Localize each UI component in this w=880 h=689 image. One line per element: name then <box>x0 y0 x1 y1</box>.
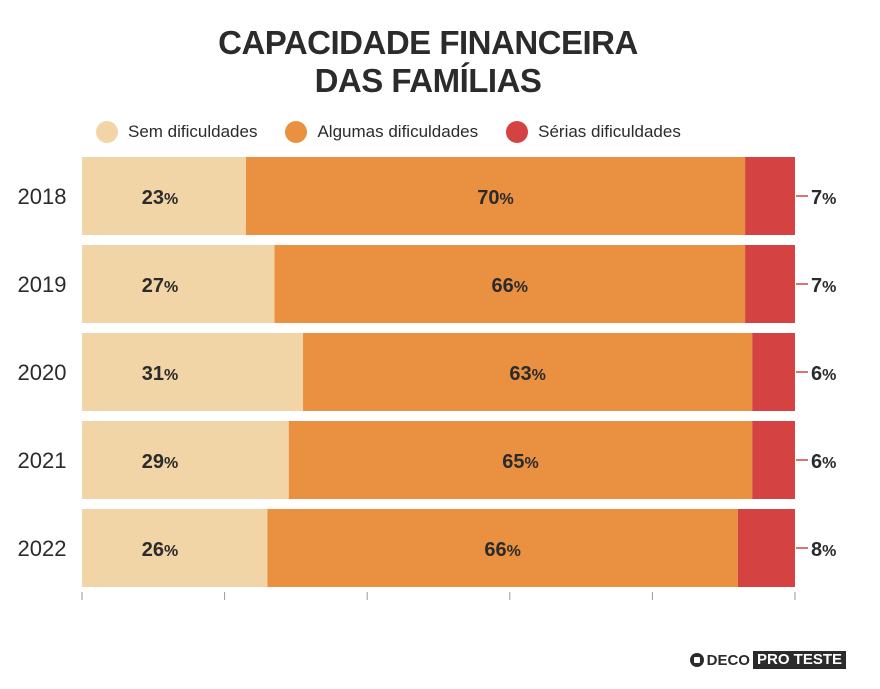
bar-2019-series-2 <box>745 245 795 323</box>
bar-2021-series-1 <box>288 421 753 499</box>
year-label-2020: 2020 <box>18 360 67 385</box>
year-label-2018: 2018 <box>18 184 67 209</box>
bar-2021-series-0 <box>82 421 289 499</box>
data-label-2022-series-1: 66% <box>484 539 520 561</box>
data-label-2021-series-2: 6% <box>811 451 836 473</box>
bar-2022-series-2 <box>737 509 795 587</box>
data-label-2022-series-2: 8% <box>811 539 836 561</box>
legend-swatch-algumas-dificuldades <box>285 121 308 143</box>
brand-logo: DECO PRO TESTE <box>689 651 846 669</box>
legend-item-algumas-dificuldades: Algumas dificuldades <box>285 121 478 143</box>
brand-deco-text: DECO <box>706 651 750 669</box>
legend-item-serias-dificuldades: Sérias dificuldades <box>506 121 681 143</box>
data-label-2020-series-2: 6% <box>811 363 836 385</box>
bar-2020-series-0 <box>82 333 304 411</box>
data-label-2018-series-0: 23% <box>142 187 178 209</box>
data-label-2019-series-2: 7% <box>811 275 836 297</box>
deco-logo-icon <box>689 653 704 667</box>
data-label-2021-series-0: 29% <box>142 451 178 473</box>
chart-title-line-1: CAPACIDADE FINANCEIRA <box>218 24 638 61</box>
chart-title-line-2: DAS FAMÍLIAS <box>314 62 542 99</box>
data-label-2018-series-1: 70% <box>477 187 513 209</box>
data-label-2019-series-1: 66% <box>492 275 528 297</box>
year-label-2022: 2022 <box>18 536 67 561</box>
data-label-2018-series-2: 7% <box>811 187 836 209</box>
data-label-2022-series-0: 26% <box>142 539 178 561</box>
data-label-2020-series-0: 31% <box>142 363 178 385</box>
chart-legend: Sem dificuldades Algumas dificuldades Sé… <box>96 118 709 146</box>
year-label-2021: 2021 <box>18 448 67 473</box>
bar-2022-series-0 <box>82 509 268 587</box>
brand-proteste-text: PRO TESTE <box>752 651 846 669</box>
data-label-2020-series-1: 63% <box>509 363 545 385</box>
data-label-2021-series-1: 65% <box>502 451 538 473</box>
chart-title: CAPACIDADE FINANCEIRA DAS FAMÍLIAS <box>0 24 856 100</box>
legend-label-algumas-dificuldades: Algumas dificuldades <box>317 122 479 141</box>
legend-label-sem-dificuldades: Sem dificuldades <box>128 122 258 141</box>
bar-2021-series-2 <box>752 421 795 499</box>
legend-swatch-sem-dificuldades <box>96 121 118 143</box>
bar-2019-series-0 <box>82 245 275 323</box>
bar-2019-series-1 <box>274 245 746 323</box>
bar-2022-series-1 <box>267 509 738 587</box>
year-label-2019: 2019 <box>18 272 67 297</box>
bar-2020-series-2 <box>752 333 795 411</box>
data-label-2019-series-0: 27% <box>142 275 178 297</box>
bar-2018-series-0 <box>82 157 246 235</box>
legend-label-serias-dificuldades: Sérias dificuldades <box>538 122 681 141</box>
bar-2020-series-1 <box>303 333 753 411</box>
bar-2018-series-1 <box>245 157 746 235</box>
bar-2018-series-2 <box>745 157 795 235</box>
legend-item-sem-dificuldades: Sem dificuldades <box>96 121 257 143</box>
legend-swatch-serias-dificuldades <box>506 121 529 143</box>
